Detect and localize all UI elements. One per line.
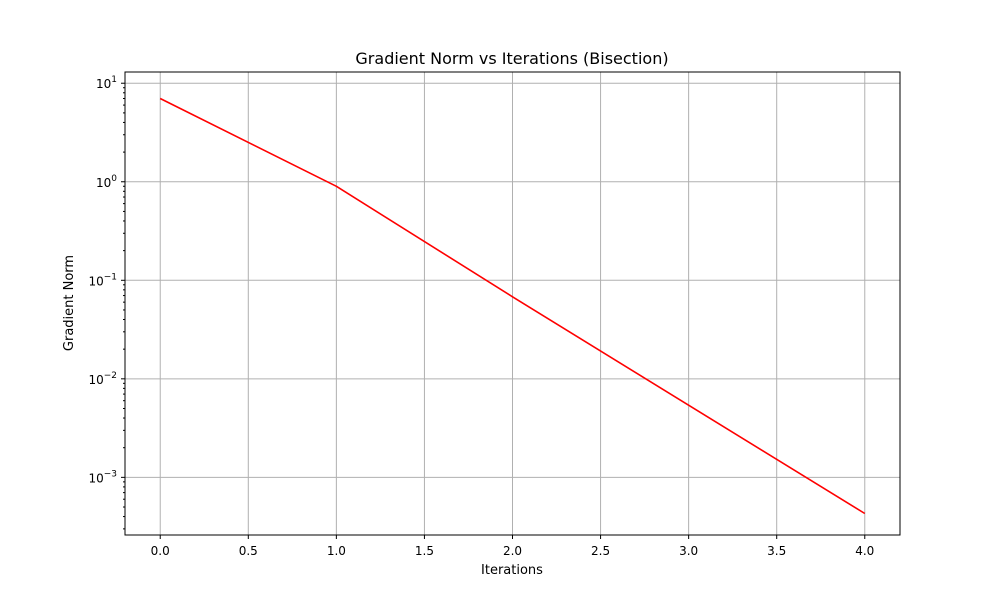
x-tick-label: 2.0: [503, 544, 522, 558]
x-tick-label: 4.0: [855, 544, 874, 558]
x-tick-label: 2.5: [591, 544, 610, 558]
y-tick-label: 10−1: [88, 272, 117, 288]
plot-lines: [159, 97, 866, 515]
x-tick-label: 0.0: [151, 544, 170, 558]
grid: [125, 72, 900, 535]
y-tick-label: 10−2: [88, 371, 117, 387]
x-tick-label: 3.5: [767, 544, 786, 558]
x-tick-label: 1.5: [415, 544, 434, 558]
x-tick-label: 3.0: [679, 544, 698, 558]
series-line: [159, 97, 866, 515]
x-tick-label: 1.0: [327, 544, 346, 558]
chart-title: Gradient Norm vs Iterations (Bisection): [355, 49, 668, 68]
y-tick-label: 100: [96, 174, 117, 190]
y-tick-label: 101: [96, 75, 117, 91]
y-ticks: 10−3 10−2 10−1 100 101: [88, 75, 125, 530]
y-tick-label: 10−3: [88, 469, 117, 485]
x-tick-label: 0.5: [239, 544, 258, 558]
y-axis-label: Gradient Norm: [62, 255, 77, 351]
x-ticks: 0.0 0.5 1.0 1.5 2.0 2.5 3.0 3.5 4.0: [151, 535, 874, 558]
x-axis-label: Iterations: [481, 563, 543, 578]
